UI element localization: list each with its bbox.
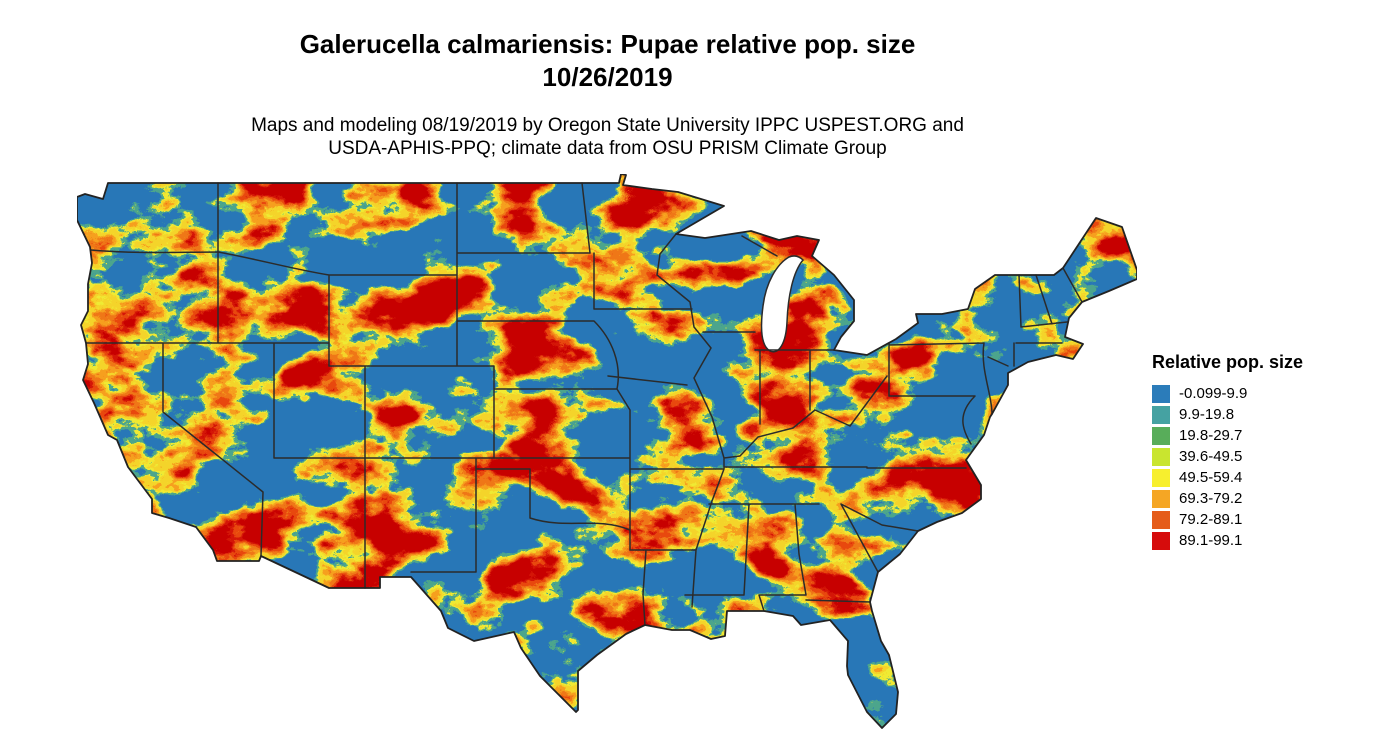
legend-label: 39.6-49.5 — [1179, 448, 1243, 465]
legend-color-swatch — [1152, 385, 1170, 403]
legend-color-swatch — [1152, 490, 1170, 508]
legend-item: 19.8-29.7 — [1152, 427, 1382, 445]
legend-item: 69.3-79.2 — [1152, 490, 1382, 508]
us-outline — [76, 173, 1138, 729]
legend-item: -0.099-9.9 — [1152, 385, 1382, 403]
legend-items: -0.099-9.9 9.9-19.8 19.8-29.7 39.6-49.5 49.5… — [1152, 385, 1382, 550]
legend-color-swatch — [1152, 469, 1170, 487]
title-block: Galerucella calmariensis: Pupae relative… — [0, 28, 1215, 160]
us-map-svg — [76, 173, 1138, 729]
legend-item: 89.1-99.1 — [1152, 532, 1382, 550]
legend-color-swatch — [1152, 448, 1170, 466]
map-title-line1: Galerucella calmariensis: Pupae relative… — [299, 29, 916, 59]
legend-label: 79.2-89.1 — [1179, 511, 1243, 528]
state-boundaries — [85, 182, 1083, 626]
legend-label: 69.3-79.2 — [1179, 490, 1243, 507]
map-title-line2: 10/26/2019 — [542, 62, 673, 92]
legend-label: 9.9-19.8 — [1179, 406, 1235, 423]
us-map — [76, 173, 1138, 744]
legend-color-swatch — [1152, 406, 1170, 424]
map-subtitle-line2: USDA-APHIS-PPQ; climate data from OSU PR… — [328, 138, 887, 159]
legend-label: 49.5-59.4 — [1179, 469, 1243, 486]
legend-label: -0.099-9.9 — [1179, 385, 1248, 402]
legend-title: Relative pop. size — [1152, 352, 1304, 372]
map-raster-fill — [77, 174, 1137, 728]
legend-label: 19.8-29.7 — [1179, 427, 1243, 444]
legend-color-swatch — [1152, 511, 1170, 529]
lake-michigan-shape — [760, 255, 805, 353]
legend-color-swatch — [1152, 532, 1170, 550]
legend-item: 39.6-49.5 — [1152, 448, 1382, 466]
legend-color-swatch — [1152, 427, 1170, 445]
legend-item: 9.9-19.8 — [1152, 406, 1382, 424]
legend-label: 89.1-99.1 — [1179, 532, 1243, 549]
legend: Relative pop. size -0.099-9.9 9.9-19.8 19.… — [1152, 352, 1382, 553]
legend-item: 49.5-59.4 — [1152, 469, 1382, 487]
map-subtitle-line1: Maps and modeling 08/19/2019 by Oregon S… — [251, 115, 964, 136]
legend-item: 79.2-89.1 — [1152, 511, 1382, 529]
